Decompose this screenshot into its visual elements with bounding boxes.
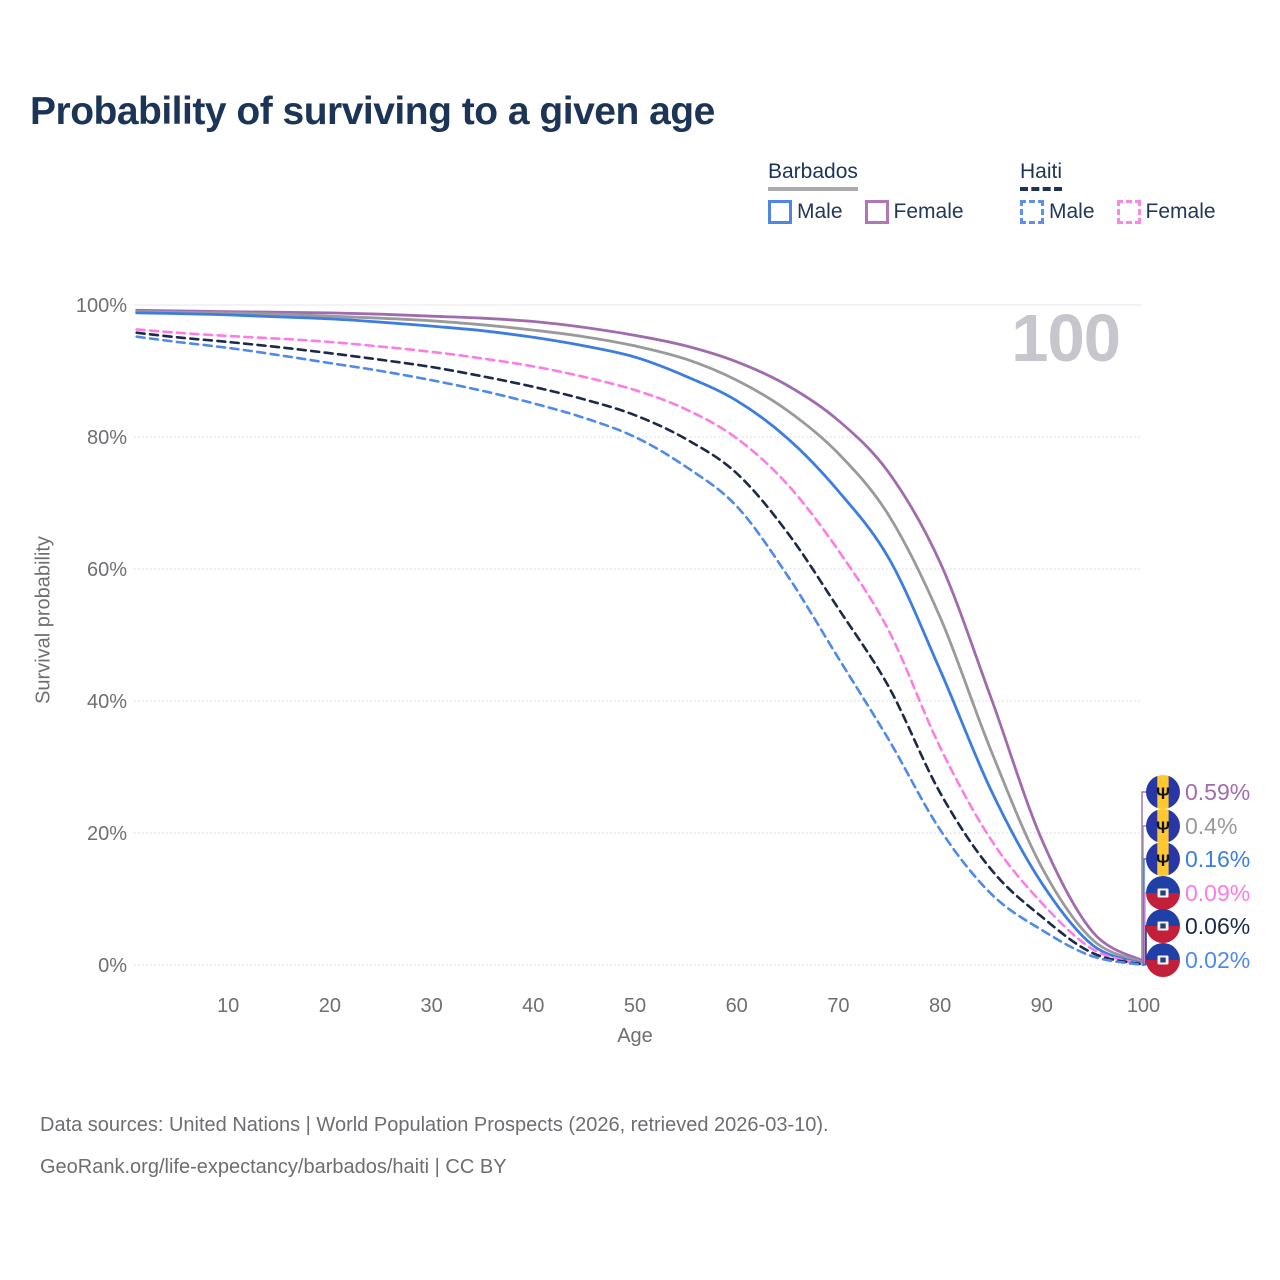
svg-text:Ψ: Ψ bbox=[1156, 784, 1170, 803]
end-label-value: 0.06% bbox=[1185, 913, 1251, 939]
legend-label-barbados-male[interactable]: Male bbox=[797, 200, 843, 223]
end-label-barbados-both-sexes: Ψ 0.4% bbox=[1146, 809, 1237, 843]
hover-age-watermark: 100 bbox=[1011, 301, 1121, 376]
barbados-flag-icon: Ψ bbox=[1146, 809, 1180, 843]
legend-label-barbados-female[interactable]: Female bbox=[893, 200, 964, 223]
source-line-1: Data sources: United Nations | World Pop… bbox=[40, 1114, 829, 1136]
x-tick-label-60: 60 bbox=[726, 995, 748, 1017]
series-line-barbados-male[interactable] bbox=[135, 311, 1145, 966]
legend-label-haiti-female[interactable]: Female bbox=[1145, 200, 1216, 223]
y-tick-label-60: 60% bbox=[87, 559, 127, 581]
barbados-flag-icon: Ψ bbox=[1146, 775, 1180, 809]
legend-barbados-title[interactable]: Barbados bbox=[768, 160, 858, 191]
series-line-haiti-female[interactable] bbox=[135, 328, 1145, 966]
end-label-haiti-female: 0.09% bbox=[1146, 876, 1250, 910]
x-tick-label-90: 90 bbox=[1031, 995, 1053, 1017]
legend-swatch-haiti-male[interactable] bbox=[1020, 200, 1044, 224]
y-tick-label-20: 20% bbox=[87, 823, 127, 845]
end-label-value: 0.59% bbox=[1185, 779, 1251, 805]
legend-swatch-barbados-male[interactable] bbox=[768, 200, 792, 224]
legend-swatch-haiti-female[interactable] bbox=[1116, 200, 1141, 224]
x-axis-title: Age bbox=[617, 1025, 653, 1047]
end-label-barbados-female: Ψ 0.59% bbox=[1146, 775, 1250, 809]
haiti-flag-icon bbox=[1146, 909, 1180, 943]
end-label-barbados-male: Ψ 0.16% bbox=[1146, 842, 1250, 876]
x-tick-label-70: 70 bbox=[827, 995, 849, 1017]
legend-group-haiti: Haiti Male Female bbox=[1020, 160, 1238, 224]
haiti-flag-icon bbox=[1146, 943, 1180, 977]
series-line-haiti-both-sexes[interactable] bbox=[135, 331, 1145, 966]
end-label-value: 0.02% bbox=[1185, 947, 1251, 973]
x-tick-label-100: 100 bbox=[1127, 995, 1160, 1017]
y-tick-label-100: 100% bbox=[76, 295, 127, 317]
source-text: Data sources: United Nations | World Pop… bbox=[40, 1104, 829, 1188]
legend-haiti-title[interactable]: Haiti bbox=[1020, 160, 1063, 191]
x-tick-label-40: 40 bbox=[522, 995, 544, 1017]
x-tick-label-10: 10 bbox=[217, 995, 239, 1017]
end-label-value: 0.16% bbox=[1185, 846, 1251, 872]
series-line-barbados-both-sexes[interactable] bbox=[135, 310, 1145, 964]
survival-chart-plot-area[interactable]: 0% 20% 40% 60% 80% 100% 10 20 30 40 50 60 70 80 90 100 A… bbox=[0, 270, 1280, 1080]
legend-group-barbados: Barbados Male Female bbox=[768, 160, 986, 224]
series-line-haiti-male[interactable] bbox=[135, 335, 1145, 967]
source-line-2[interactable]: GeoRank.org/life-expectancy/barbados/hai… bbox=[40, 1156, 507, 1178]
y-tick-label-40: 40% bbox=[87, 691, 127, 713]
end-label-value: 0.4% bbox=[1185, 813, 1238, 839]
svg-text:Ψ: Ψ bbox=[1156, 851, 1170, 870]
series-line-barbados-female[interactable] bbox=[135, 308, 1145, 963]
x-tick-label-20: 20 bbox=[319, 995, 341, 1017]
haiti-flag-icon bbox=[1146, 876, 1180, 910]
legend-label-haiti-male[interactable]: Male bbox=[1049, 200, 1095, 223]
barbados-flag-icon: Ψ bbox=[1146, 842, 1180, 876]
x-tick-label-80: 80 bbox=[929, 995, 951, 1017]
end-label-haiti-male: 0.02% bbox=[1146, 943, 1250, 977]
x-tick-label-50: 50 bbox=[624, 995, 646, 1017]
legend-swatch-barbados-female[interactable] bbox=[864, 200, 889, 224]
page-title: Probability of surviving to a given age bbox=[30, 90, 715, 133]
end-label-value: 0.09% bbox=[1185, 880, 1251, 906]
svg-text:Ψ: Ψ bbox=[1156, 818, 1170, 837]
x-tick-label-30: 30 bbox=[420, 995, 442, 1017]
y-tick-label-0: 0% bbox=[98, 955, 127, 977]
y-tick-label-80: 80% bbox=[87, 427, 127, 449]
end-label-haiti-both-sexes: 0.06% bbox=[1146, 909, 1250, 943]
